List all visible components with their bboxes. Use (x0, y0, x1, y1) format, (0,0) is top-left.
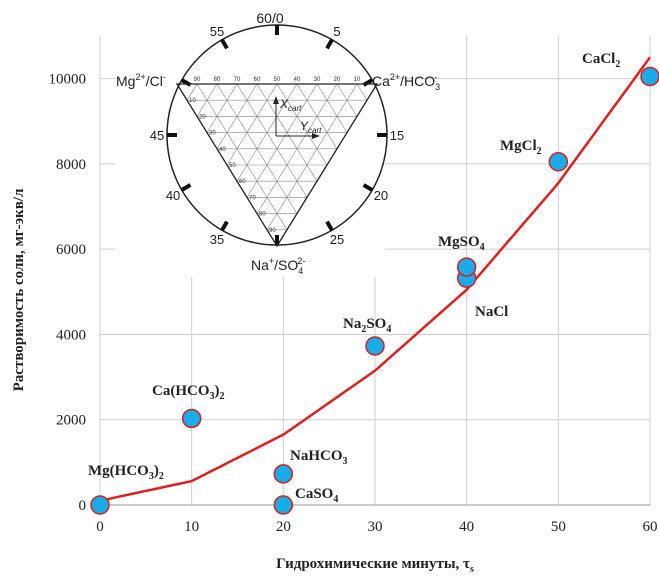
x-tick-label: 0 (96, 519, 104, 535)
inset-scale-left: 10 (189, 98, 196, 104)
ternary-inset: 90 10 80 20 70 30 60 40 50 50 40 60 30 70 20 80 10 90 5 15… (115, 10, 440, 277)
svg-text:Ycart: Ycart (300, 119, 322, 135)
point-label: MgCl2 (500, 138, 542, 157)
data-point (90, 495, 110, 515)
data-point (365, 336, 385, 356)
inset-triangle (175, 83, 379, 248)
data-point (181, 408, 202, 429)
point-label: Na2SO4 (343, 316, 391, 335)
x-axis-title: Гидрохимические минуты, τs (276, 556, 474, 575)
svg-text:Xcart: Xcart (279, 97, 302, 113)
x-tick-label: 30 (368, 519, 383, 535)
inset-dial-numbers: 5 15 20 25 35 40 45 55 (150, 24, 404, 247)
inset-dial-number: 35 (210, 232, 224, 247)
point-label: Ca(HCO3)2 (152, 383, 225, 402)
inset-scale-top: 80 (214, 77, 221, 83)
y-tick-label: 4000 (56, 327, 86, 343)
y-axis-title: Растворимость соли, мг-экв/л (11, 188, 27, 391)
inset-dial-number: 45 (150, 128, 164, 143)
fit-curve (99, 56, 652, 502)
inset-scale-left: 90 (269, 228, 276, 234)
data-point (273, 464, 294, 484)
inset-scale-top: 70 (234, 77, 241, 83)
inset-scale-top: 90 (194, 77, 201, 83)
inset-cartesian-axes: Xcart Ycart (273, 96, 322, 139)
point-label: MgSO4 (438, 234, 485, 253)
point-label: CaSO4 (295, 486, 338, 505)
y-tick-label: 2000 (56, 413, 86, 429)
inset-scale-top: 20 (334, 77, 341, 83)
y-tick-label: 8000 (56, 157, 86, 173)
point-labels: Mg(HCO3)2 Ca(HCO3)2 NaHCO3 CaSO4 Na2SO4 NaCl M… (88, 51, 620, 505)
inset-scale-left: 20 (199, 114, 206, 120)
inset-dial-number: 25 (330, 232, 344, 247)
x-tick-label: 20 (276, 519, 291, 535)
inset-scale-left: 50 (229, 163, 236, 169)
data-point (640, 66, 659, 87)
x-tick-label: 10 (184, 519, 199, 535)
inset-scale-top: 50 (274, 77, 281, 83)
y-tick-label: 0 (79, 498, 87, 514)
inset-scale-top: 40 (294, 77, 301, 83)
inset-scale-top: 30 (314, 77, 321, 83)
inset-scale-left: 30 (209, 131, 216, 137)
inset-scale-numbers: 90 10 80 20 70 30 60 40 50 50 40 60 30 70 20 80 10 90 (189, 77, 361, 234)
data-point (273, 495, 294, 515)
point-label: NaHCO3 (290, 448, 348, 467)
point-label: CaCl2 (582, 51, 620, 70)
inset-scale-left: 40 (219, 147, 226, 153)
inset-scale-left: 60 (239, 179, 246, 185)
x-tick-label: 40 (459, 519, 474, 535)
y-tick-label: 10000 (49, 72, 87, 88)
inset-scale-top: 10 (354, 77, 361, 83)
inset-dial-number: 55 (210, 24, 224, 39)
inset-scale-left: 80 (259, 212, 266, 218)
inset-dial-number: 15 (390, 128, 404, 143)
axes: 0 10 20 30 40 50 60 0 2000 4000 6000 8000 10000 (49, 72, 658, 535)
inset-dial-number: 40 (166, 188, 180, 203)
data-point (456, 257, 477, 277)
point-label: Mg(HCO3)2 (88, 463, 164, 482)
inset-dial-circle (166, 24, 388, 246)
data-point (548, 152, 569, 172)
inset-bottom-label: Na+/SO42- (251, 256, 305, 276)
inset-dial-number: 20 (374, 188, 388, 203)
data-points (90, 66, 659, 515)
point-label: NaCl (475, 304, 508, 320)
inset-left-label: Mg2+/Cl- (116, 72, 166, 89)
inset-dial-number: 5 (333, 24, 340, 39)
inset-right-label: Ca2+/HCO3- (372, 72, 440, 92)
x-tick-label: 60 (643, 519, 658, 535)
inset-scale-left: 70 (249, 195, 256, 201)
inset-scale-top: 60 (254, 77, 261, 83)
x-tick-label: 50 (551, 519, 566, 535)
y-tick-label: 6000 (56, 242, 86, 258)
inset-top-label: 60/0 (256, 10, 283, 26)
